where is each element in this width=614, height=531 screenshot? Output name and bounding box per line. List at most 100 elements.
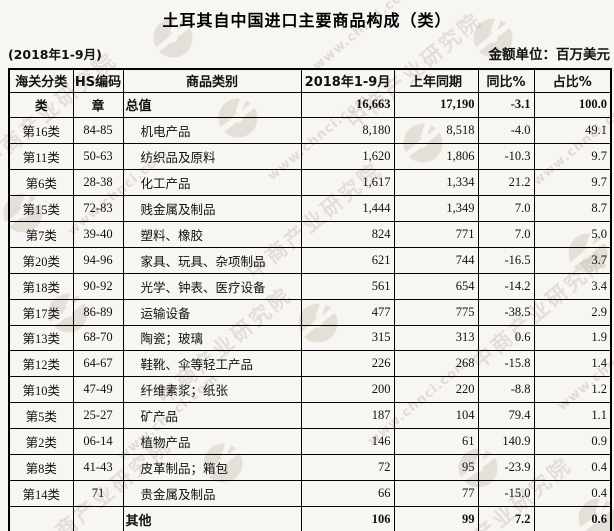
table-cell-prev: 1,349 — [393, 195, 479, 222]
table-row: 第7类 39-40 塑料、橡胶 824 771 7.0 5.0 — [8, 220, 612, 248]
table-cell-category: 第18类 — [8, 272, 74, 300]
table-cell-hs: 39-40 — [72, 220, 124, 248]
table-row: 第18类 90-92 光学、钟表、医疗设备 561 654 -14.2 3.4 — [8, 272, 612, 300]
table-cell-hs: 47-49 — [72, 376, 124, 404]
table-cell-yoy: -8.8 — [477, 376, 535, 404]
table-row: 第11类 50-63 纺织品及原料 1,620 1,806 -10.3 9.7 — [8, 143, 612, 171]
table-cell-value: 106 — [300, 505, 395, 531]
table-cell-hs: 90-92 — [72, 272, 124, 300]
table-cell-prev: 268 — [393, 350, 479, 378]
table-cell-share: 0.4 — [533, 479, 612, 507]
table-cell-category: 第6类 — [8, 169, 74, 197]
table-cell-prev: 744 — [393, 246, 479, 274]
table-cell-name: 塑料、橡胶 — [122, 220, 302, 248]
table-cell-hs: 64-67 — [72, 350, 124, 378]
table-row: 第2类 06-14 植物产品 146 61 140.9 0.9 — [8, 428, 612, 455]
table-cell-share: 8.7 — [533, 195, 612, 222]
table-cell-value: 146 — [300, 428, 395, 455]
table-cell-prev: 99 — [393, 505, 479, 531]
table-cell-value: 315 — [300, 324, 395, 352]
unit-note: 金额单位：百万美元 — [488, 47, 611, 63]
table-cell-name: 矿产品 — [122, 402, 302, 430]
table-cell-category: 第7类 — [8, 220, 74, 248]
page-title: 土耳其自中国进口主要商品构成（类） — [162, 11, 452, 30]
table-cell-yoy: 7.0 — [477, 195, 535, 222]
table-cell-hs: 50-63 — [72, 143, 124, 171]
table-cell-name: 机电产品 — [122, 117, 302, 145]
table-cell-name: 总值 — [122, 91, 302, 119]
header-cell: 商品类别 — [122, 68, 302, 93]
table-row: 第6类 28-38 化工产品 1,617 1,334 21.2 9.7 — [8, 169, 612, 197]
table-cell-yoy: -3.1 — [477, 91, 535, 119]
table-cell-share: 0.9 — [533, 428, 612, 455]
table-cell-prev: 95 — [393, 453, 479, 481]
table-cell-value: 16,663 — [300, 91, 395, 119]
table-cell-share: 9.7 — [533, 169, 612, 197]
table-cell-prev: 17,190 — [393, 91, 479, 119]
table-cell-share: 1.1 — [533, 402, 612, 430]
table-cell-name: 化工产品 — [122, 169, 302, 197]
table-cell-name: 纺织品及原料 — [122, 143, 302, 171]
table-cell-yoy: -14.2 — [477, 272, 535, 300]
table-cell-value: 72 — [300, 453, 395, 481]
table-cell-name: 贵金属及制品 — [122, 479, 302, 507]
table-cell-prev: 61 — [393, 428, 479, 455]
table-cell-prev: 8,518 — [393, 117, 479, 145]
table-row: 第15类 72-83 贱金属及制品 1,444 1,349 7.0 8.7 — [8, 195, 612, 222]
table-cell-category: 第17类 — [8, 298, 74, 326]
table-row: 第20类 94-96 家具、玩具、杂项制品 621 744 -16.5 3.7 — [8, 246, 612, 274]
table-cell-category: 第8类 — [8, 453, 74, 481]
table-cell-category: 第15类 — [8, 195, 74, 222]
table-cell-share: 1.9 — [533, 324, 612, 352]
table-cell-name: 运输设备 — [122, 298, 302, 326]
table-cell-prev: 104 — [393, 402, 479, 430]
table-cell-category: 第14类 — [8, 479, 74, 507]
period-note: (2018年1-9月) — [8, 47, 102, 62]
table-cell-hs: 28-38 — [72, 169, 124, 197]
table-cell-share: 9.7 — [533, 143, 612, 171]
table-cell-category: 第11类 — [8, 143, 74, 171]
header-cell: 同比% — [477, 68, 535, 93]
table-cell-share: 5.0 — [533, 220, 612, 248]
table-cell-share: 3.4 — [533, 272, 612, 300]
table-cell-yoy: 21.2 — [477, 169, 535, 197]
table-cell-share: 1.2 — [533, 376, 612, 404]
table-cell-share: 1.4 — [533, 350, 612, 378]
table-cell-category — [8, 505, 74, 531]
meta-row: (2018年1-9月) 金额单位：百万美元 — [8, 43, 610, 63]
table-cell-name: 皮革制品；箱包 — [122, 453, 302, 481]
table-cell-prev: 771 — [393, 220, 479, 248]
table-cell-yoy: -15.0 — [477, 479, 535, 507]
table-cell-name: 植物产品 — [122, 428, 302, 455]
table-row: 第14类 71 贵金属及制品 66 77 -15.0 0.4 — [8, 479, 612, 507]
table-cell-value: 1,444 — [300, 195, 395, 222]
table-cell-prev: 220 — [393, 376, 479, 404]
table-cell-category: 第16类 — [8, 117, 74, 145]
table-cell-share: 3.7 — [533, 246, 612, 274]
table-cell-category: 第20类 — [8, 246, 74, 274]
table-cell-value: 824 — [300, 220, 395, 248]
table-cell-name: 光学、钟表、医疗设备 — [122, 272, 302, 300]
table-row: 第13类 68-70 陶瓷；玻璃 315 313 0.6 1.9 — [8, 324, 612, 352]
table-cell-name: 鞋靴、伞等轻工产品 — [122, 350, 302, 378]
table-cell-category: 第5类 — [8, 402, 74, 430]
table-cell-hs: 68-70 — [72, 324, 124, 352]
table-body: 类章总值 16,663 17,190 -3.1 100.0 第16类 84-85 机电产品 8,… — [8, 91, 612, 531]
import-table: 海关分类 HS编码 商品类别 2018年1-9月 上年同期 同比% 占比% 类章总值 16,6… — [8, 68, 612, 531]
header-cell: 海关分类 — [8, 68, 74, 93]
table-cell-yoy: 7.2 — [477, 505, 535, 531]
table-header-row: 海关分类 HS编码 商品类别 2018年1-9月 上年同期 同比% 占比% — [8, 68, 612, 93]
table-row: 第10类 47-49 纤维素浆；纸张 200 220 -8.8 1.2 — [8, 376, 612, 404]
table-row: 第8类 41-43 皮革制品；箱包 72 95 -23.9 0.4 — [8, 453, 612, 481]
table-cell-yoy: -16.5 — [477, 246, 535, 274]
header-cell: HS编码 — [72, 68, 124, 93]
table-cell-name: 纤维素浆；纸张 — [122, 376, 302, 404]
table-cell-category: 第13类 — [8, 324, 74, 352]
table-cell-hs: 72-83 — [72, 195, 124, 222]
header-cell: 占比% — [533, 68, 612, 93]
table-cell-yoy: -4.0 — [477, 117, 535, 145]
table-cell-value: 66 — [300, 479, 395, 507]
table-cell-share: 49.1 — [533, 117, 612, 145]
table-cell-value: 1,617 — [300, 169, 395, 197]
